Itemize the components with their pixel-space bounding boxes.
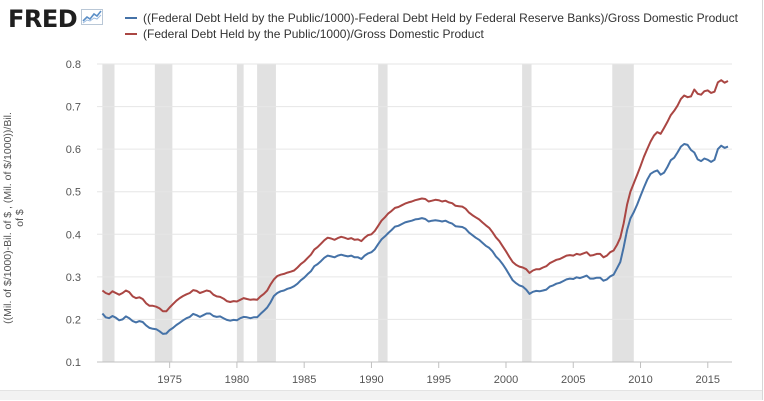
series-line-2 [101, 79, 729, 313]
legend-swatch-series-2 [125, 33, 137, 35]
legend-swatch-series-1 [125, 17, 137, 19]
series-line-1 [101, 143, 729, 335]
fred-logo[interactable]: FRED [8, 5, 104, 33]
chart-legend: ((Federal Debt Held by the Public/1000)-… [125, 10, 757, 42]
fred-logo-text: FRED [8, 5, 78, 33]
fred-chart-icon [81, 8, 104, 30]
y-tick-label: 0.1 [66, 357, 81, 369]
recession-band-3 [236, 64, 244, 362]
legend-label-series-1: ((Federal Debt Held by the Public/1000)-… [143, 11, 738, 25]
y-tick-label: 0.7 [66, 102, 81, 114]
legend-item-series-1[interactable]: ((Federal Debt Held by the Public/1000)-… [125, 10, 757, 26]
x-tick-label: 2005 [561, 374, 585, 386]
recession-bands [102, 64, 634, 362]
x-tick-label: 1995 [426, 374, 450, 386]
gridlines [97, 63, 732, 363]
recession-band-4 [257, 64, 276, 362]
y-tick-label: 0.4 [66, 229, 81, 241]
y-tick-label: 0.5 [66, 187, 81, 199]
x-tick-label: 1980 [225, 374, 249, 386]
x-tick-label: 1990 [359, 374, 383, 386]
y-tick-label: 0.3 [66, 272, 81, 284]
y-axis-title-line-1: ((Mil. of $/1000)-Bil. of $ , (Mil. of $… [2, 112, 14, 324]
axes [97, 361, 732, 368]
series-lines [101, 79, 729, 335]
recession-band-1 [102, 64, 115, 362]
y-axis-title: ((Mil. of $/1000)-Bil. of $ , (Mil. of $… [2, 112, 26, 324]
horizontal-scrollbar[interactable] [0, 390, 762, 400]
x-tick-label: 1975 [157, 374, 181, 386]
x-tick-label: 2015 [696, 374, 720, 386]
y-axis-title-line-2: of $ [14, 209, 26, 227]
recession-band-6 [522, 64, 532, 362]
y-tick-label: 0.8 [66, 59, 81, 71]
recession-band-7 [612, 64, 634, 362]
tick-labels: 0.1 0.2 0.3 0.4 0.5 0.6 0.7 0.8 1975 1980 1985 1990… [66, 59, 720, 386]
legend-item-series-2[interactable]: (Federal Debt Held by the Public/1000)/G… [125, 26, 757, 42]
y-tick-label: 0.2 [66, 314, 81, 326]
recession-band-2 [154, 64, 173, 362]
x-tick-label: 2000 [494, 374, 518, 386]
recession-band-5 [378, 64, 388, 362]
x-tick-label: 2010 [628, 374, 652, 386]
legend-label-series-2: (Federal Debt Held by the Public/1000)/G… [143, 27, 484, 41]
y-tick-label: 0.6 [66, 144, 81, 156]
x-tick-label: 1985 [292, 374, 316, 386]
